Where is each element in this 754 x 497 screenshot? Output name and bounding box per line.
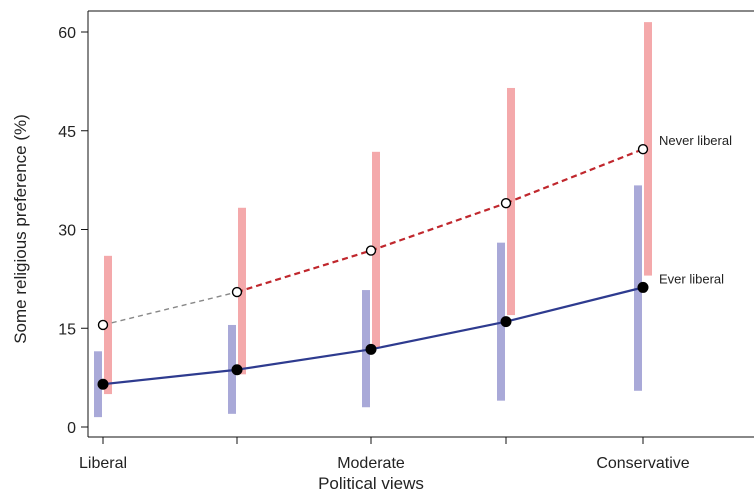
y-tick-label-0: 0 (67, 420, 76, 437)
y-tick-label-60: 60 (58, 25, 76, 42)
series-markers (97, 143, 649, 390)
never-liberal-point-4 (500, 197, 512, 209)
y-tick-label-45: 45 (58, 124, 76, 141)
x-tick-label-liberal: Liberal (79, 455, 127, 472)
x-axis-title: Political views (318, 474, 424, 493)
never-liberal-line-segment-3 (370, 202, 507, 252)
y-tick-label-30: 30 (58, 223, 76, 240)
series-lines (102, 148, 644, 386)
never-liberal-point-2 (231, 286, 243, 298)
ever-liberal-point-2 (231, 364, 243, 376)
never-liberal-point-5 (637, 143, 649, 155)
y-axis-ticks: 0 15 30 45 60 (58, 25, 88, 437)
never-liberal-label: Never liberal (659, 133, 732, 148)
x-axis-ticks: Liberal Moderate Conservative (79, 437, 690, 472)
x-tick-label-conservative: Conservative (596, 455, 689, 472)
x-tick-label-moderate: Moderate (337, 455, 405, 472)
ever-liberal-point-3 (365, 343, 377, 355)
ever-liberal-line-segment-4 (505, 286, 644, 323)
ever-liberal-line-segment-2 (236, 348, 372, 371)
never-liberal-line-segment-2 (236, 249, 372, 294)
ever-liberal-line-segment-1 (102, 368, 238, 386)
confidence-intervals (94, 22, 652, 418)
ever-liberal-point-4 (500, 316, 512, 328)
ever-liberal-point-5 (637, 281, 649, 293)
y-tick-label-15: 15 (58, 321, 76, 338)
series-labels: Never liberal Ever liberal (659, 133, 732, 286)
never-liberal-point-1 (97, 319, 109, 331)
never-liberal-line-segment-4 (505, 148, 644, 205)
ever-liberal-label: Ever liberal (659, 271, 724, 286)
ever-liberal-line-segment-3 (370, 320, 507, 351)
never-liberal-point-3 (365, 245, 377, 256)
y-axis-title: Some religious preference (%) (11, 114, 30, 344)
never-liberal-line-segment-1 (102, 291, 238, 326)
ever-liberal-point-1 (97, 378, 109, 390)
